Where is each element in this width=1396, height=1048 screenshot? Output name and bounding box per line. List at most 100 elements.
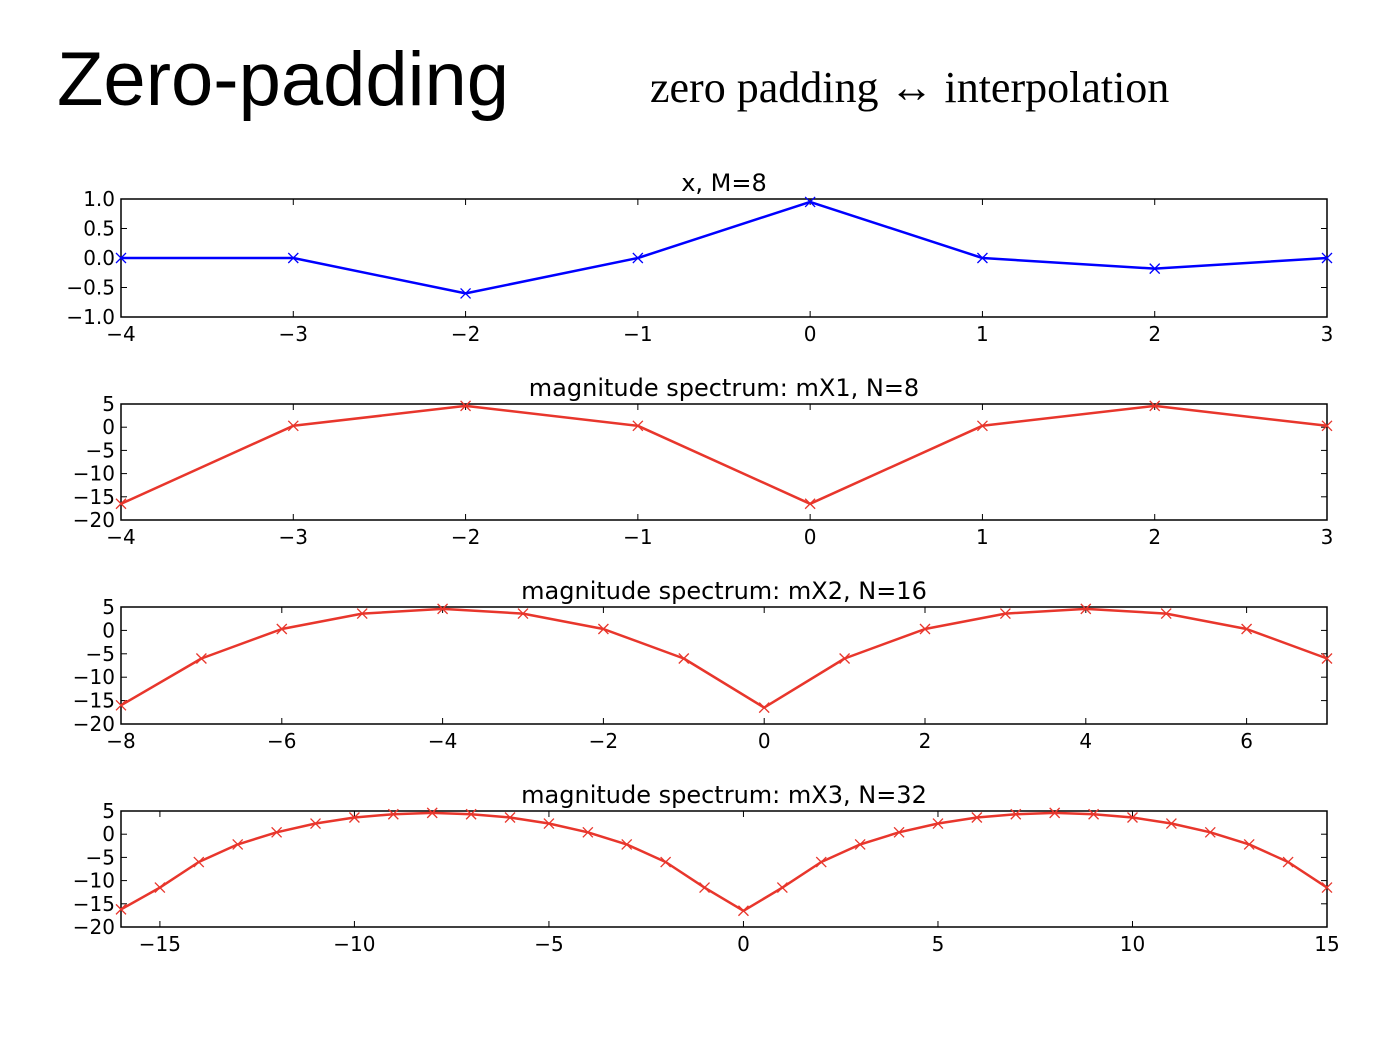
chart-title: x, M=8 [681, 169, 767, 197]
x-tick-label: −2 [589, 729, 618, 753]
x-tick-label: −15 [139, 932, 181, 956]
data-point [758, 702, 770, 714]
data-point [932, 818, 944, 829]
data-point [804, 498, 816, 510]
chart-title: magnitude spectrum: mX1, N=8 [529, 374, 919, 402]
data-point [919, 623, 931, 635]
x-tick-label: 2 [1148, 322, 1161, 346]
data-point [437, 603, 449, 615]
y-tick-label: −5 [86, 845, 115, 869]
x-tick-label: 15 [1314, 932, 1339, 956]
data-point [1241, 623, 1253, 635]
data-point [1321, 252, 1333, 264]
data-point [893, 826, 905, 838]
y-tick-label: −15 [73, 892, 115, 916]
x-tick-label: −3 [279, 322, 308, 346]
data-point [699, 882, 711, 894]
data-point [543, 818, 555, 829]
y-tick-label: 0.0 [83, 246, 115, 270]
data-point [1321, 420, 1333, 432]
x-tick-label: 1 [976, 525, 989, 549]
y-tick-label: −0.5 [66, 276, 115, 300]
y-tick-label: −5 [86, 438, 115, 462]
data-point [1321, 882, 1333, 894]
x-tick-label: 2 [1148, 525, 1161, 549]
y-tick-label: −20 [73, 915, 115, 939]
x-tick-label: 0 [737, 932, 750, 956]
data-point [460, 287, 472, 299]
y-tick-label: 5 [102, 595, 115, 619]
data-point [678, 653, 690, 664]
series-line [120, 404, 1328, 506]
x-tick-label: −8 [106, 729, 135, 753]
x-tick-label: −4 [106, 525, 135, 549]
y-tick-label: 0 [102, 415, 115, 439]
data-point [660, 856, 672, 868]
y-tick-label: −10 [73, 462, 115, 486]
data-point [517, 608, 529, 620]
x-tick-label: −5 [534, 932, 563, 956]
x-tick-label: −2 [451, 322, 480, 346]
y-tick-label: −5 [86, 642, 115, 666]
data-point [310, 818, 321, 829]
y-tick-label: 1.0 [83, 187, 115, 211]
series-line [121, 200, 1328, 295]
data-point [1321, 653, 1333, 664]
x-tick-label: −6 [267, 729, 296, 753]
x-tick-label: −10 [333, 932, 375, 956]
y-tick-label: −10 [73, 665, 115, 689]
data-point [195, 653, 207, 664]
data-point [504, 812, 516, 823]
y-tick-label: 5 [102, 799, 115, 823]
data-point [976, 252, 988, 264]
data-point [1149, 400, 1161, 412]
x-tick-label: −1 [623, 525, 652, 549]
axes-frame [120, 198, 1328, 318]
axes-frame [120, 810, 1328, 928]
data-point [632, 252, 644, 264]
data-point [999, 608, 1011, 620]
data-point [154, 882, 166, 894]
x-tick-label: −4 [106, 322, 135, 346]
y-tick-label: −10 [73, 869, 115, 893]
chart-panel-1: x, M=8 −4 −3 −2 −1 0 1 2 3 −1.0 −0.5 0.0 0.5 1.0 [66, 169, 1333, 346]
y-tick-label: −15 [73, 485, 115, 509]
x-tick-label: −3 [279, 525, 308, 549]
x-tick-label: 10 [1120, 932, 1145, 956]
chart-panel-2: magnitude spectrum: mX1, N=8−4 −3 −2 −1 0 1 2 3… [73, 374, 1334, 549]
data-point [582, 826, 594, 838]
data-point [460, 400, 472, 412]
y-tick-label: 0 [102, 822, 115, 846]
x-tick-label: 1 [976, 322, 989, 346]
data-point [271, 826, 283, 838]
data-point [1010, 808, 1022, 820]
data-point [1088, 808, 1100, 820]
y-tick-label: −15 [73, 689, 115, 713]
data-point [1080, 603, 1092, 615]
axes-frame [120, 403, 1328, 521]
series-line [120, 607, 1328, 709]
data-point [287, 252, 299, 264]
axes-frame [120, 606, 1328, 725]
data-point [1049, 807, 1061, 819]
data-point [193, 856, 205, 868]
data-point [776, 882, 788, 894]
chart-title: magnitude spectrum: mX2, N=16 [521, 577, 927, 605]
data-point [804, 196, 816, 208]
x-tick-label: −2 [451, 525, 480, 549]
data-point [115, 252, 127, 264]
x-tick-label: −4 [428, 729, 457, 753]
series-line [120, 811, 1328, 913]
data-point [737, 905, 749, 917]
data-point [1165, 818, 1177, 829]
data-point [1149, 263, 1161, 275]
data-point [976, 420, 988, 432]
x-tick-label: 3 [1321, 525, 1334, 549]
x-tick-label: 0 [804, 322, 817, 346]
y-tick-label: −20 [73, 712, 115, 736]
x-tick-label: 4 [1079, 729, 1092, 753]
data-point [621, 838, 633, 850]
data-point [1160, 608, 1172, 620]
data-point [287, 420, 299, 432]
